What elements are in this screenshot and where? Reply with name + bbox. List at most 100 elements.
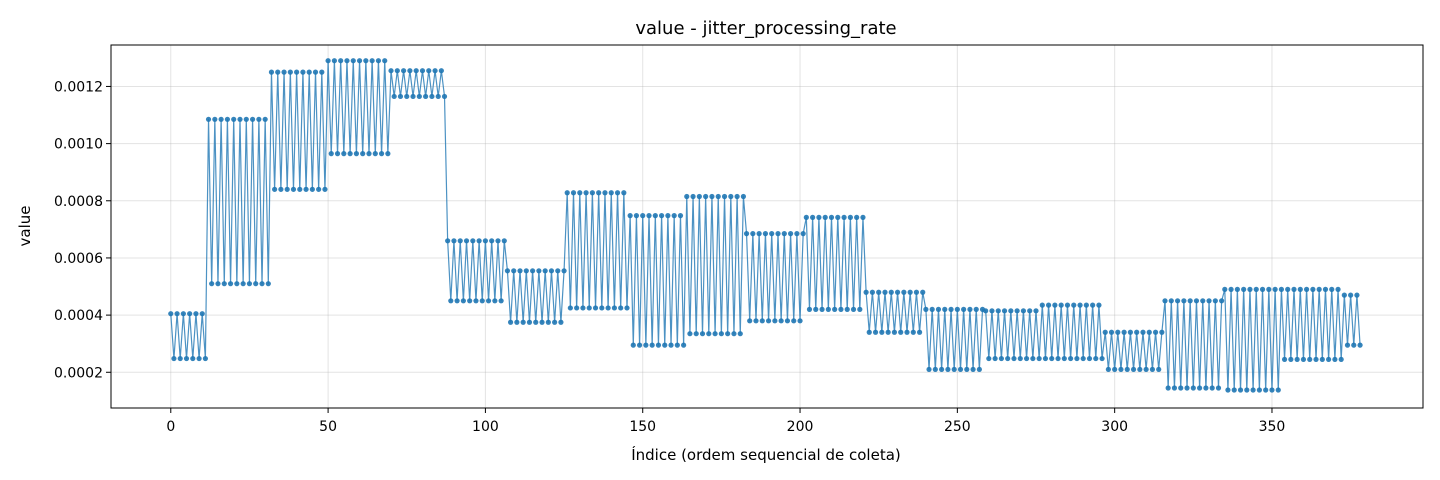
data-point [737,331,743,337]
data-point [810,214,816,220]
data-point [183,355,190,362]
data-point [1127,329,1133,335]
x-tick-label: 100 [472,419,499,435]
data-point [709,193,715,200]
data-point [759,318,765,324]
data-point [696,193,702,200]
data-point [1033,308,1039,314]
data-point [476,238,482,244]
data-point [457,238,463,244]
data-point [272,186,278,192]
data-point [879,329,885,335]
data-point [1281,356,1288,363]
data-point [800,231,806,237]
data-point [1102,329,1108,335]
data-point [681,342,687,348]
data-point [1228,286,1234,292]
data-point [1225,387,1231,393]
data-point [536,268,542,274]
data-point [1014,308,1020,314]
data-point [1149,366,1156,373]
data-point [558,319,564,325]
data-point [1200,298,1206,304]
data-point [725,331,731,337]
data-point [819,306,825,312]
data-point [435,93,441,100]
data-point [690,193,696,200]
data-point [734,193,740,200]
data-point [1099,355,1105,362]
data-point [1071,302,1077,308]
data-point [253,281,259,287]
data-point [268,69,275,75]
data-point [1165,385,1171,391]
data-point [788,231,794,237]
data-point [1178,385,1184,391]
data-point [284,186,290,192]
data-point [294,69,300,75]
data-point [828,214,835,220]
data-point [205,116,212,122]
data-point [1357,342,1363,348]
data-point [1068,355,1074,362]
y-tick-label: 0.0002 [54,365,103,381]
data-point [1020,308,1027,314]
data-point [640,213,646,219]
data-point [341,151,347,157]
data-point [835,214,841,220]
data-point [331,58,337,64]
data-point [1190,385,1196,391]
data-point [517,268,523,274]
data-point [1184,385,1190,391]
data-point [998,355,1005,362]
data-point [718,331,724,337]
data-point [592,305,599,311]
data-point [1124,366,1130,373]
data-point [668,342,674,348]
data-point [218,116,224,122]
data-point [630,342,636,348]
data-point [706,331,712,337]
data-point [894,289,901,295]
data-point [404,93,410,100]
data-point [1215,385,1222,391]
data-point [1152,329,1159,335]
data-point [542,268,548,274]
data-point [608,190,614,196]
data-point [1234,286,1240,292]
data-point [564,190,570,196]
data-point [920,289,926,295]
data-point [712,331,718,337]
data-point [863,289,869,295]
data-point [866,329,872,335]
data-point [177,355,183,362]
data-point [246,281,253,287]
data-point [1222,286,1228,292]
data-point [372,151,378,157]
data-point [703,193,709,200]
data-point [259,281,265,287]
data-point [1137,366,1143,373]
data-point [552,319,558,325]
data-point [526,319,533,325]
data-point [1001,308,1008,314]
data-point [907,289,913,295]
data-point [215,281,221,287]
data-point [1297,286,1303,292]
data-point [1171,385,1178,391]
data-point [772,318,778,324]
data-point [212,116,218,122]
data-point [224,116,231,122]
data-point [448,298,454,304]
data-point [954,306,960,312]
data-point [432,68,438,74]
data-point [338,58,344,64]
data-point [347,151,353,157]
data-point [489,238,495,244]
data-point [385,151,391,157]
data-point [281,69,287,75]
x-tick-label: 250 [944,419,971,435]
data-point [441,93,448,100]
data-point [932,366,938,373]
data-point [498,298,504,304]
